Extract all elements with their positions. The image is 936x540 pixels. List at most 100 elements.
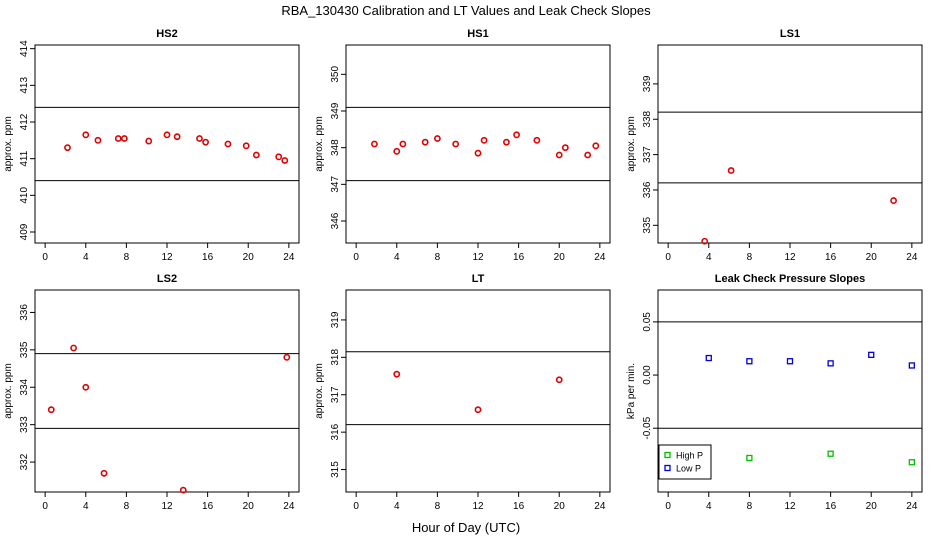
x-tick-label: 8: [435, 501, 441, 512]
y-tick-label: 318: [330, 349, 341, 366]
y-tick-label: 316: [330, 423, 341, 440]
legend-label: High P: [676, 451, 703, 461]
x-tick-label: 16: [202, 252, 214, 263]
x-tick-label: 0: [42, 252, 48, 263]
x-tick-label: 4: [83, 501, 89, 512]
y-tick-label: 346: [330, 212, 341, 229]
panel-title: LT: [472, 273, 485, 285]
panel-2: HS1 approx. ppm 0 4 8 12 16 20 24 346 347 348 349 350: [314, 28, 611, 263]
y-tick-label: 347: [330, 176, 341, 193]
x-tick-label: 24: [283, 501, 295, 512]
data-point: [281, 157, 289, 164]
x-tick-label: 16: [513, 501, 525, 512]
y-tick-label: 338: [642, 110, 653, 127]
legend-marker: [664, 464, 671, 472]
data-point: [513, 131, 520, 139]
data-point: [252, 151, 260, 159]
x-tick-label: 20: [243, 252, 255, 263]
panel-title: HS2: [156, 28, 177, 40]
data-point: [868, 351, 875, 359]
x-tick-label: 0: [353, 252, 359, 263]
data-point: [561, 144, 569, 152]
data-point: [827, 360, 834, 367]
figure-title: RBA_130430 Calibration and LT Values and…: [281, 3, 651, 18]
data-point: [701, 237, 709, 245]
x-tick-label: 20: [554, 252, 566, 263]
y-tick-label: 412: [19, 113, 30, 130]
y-tick-label: 0.00: [642, 365, 653, 385]
plot-frame: [345, 289, 611, 493]
data-point: [82, 383, 90, 391]
data-point: [283, 353, 291, 361]
x-tick-label: 20: [866, 501, 878, 512]
x-tick-label: 8: [747, 501, 753, 512]
x-tick-label: 12: [784, 252, 796, 263]
data-point: [224, 140, 232, 148]
y-tick-label: 332: [19, 453, 30, 470]
x-tick-label: 4: [394, 501, 400, 512]
data-point: [242, 142, 250, 150]
x-tick-label: 8: [747, 252, 753, 263]
x-tick-label: 12: [161, 252, 173, 263]
x-tick-label: 4: [394, 252, 400, 263]
data-point: [47, 406, 55, 414]
data-point: [452, 140, 460, 148]
y-tick-label: 315: [330, 461, 341, 478]
x-tick-label: 16: [825, 252, 837, 263]
x-tick-label: 12: [472, 501, 484, 512]
y-tick-label: 350: [330, 66, 341, 83]
data-point: [275, 153, 283, 161]
plot-frame: [345, 44, 611, 244]
y-axis-label: approx. ppm: [626, 116, 637, 172]
panel-title: HS1: [467, 28, 488, 40]
figure-xlabel: Hour of Day (UTC): [412, 520, 520, 535]
x-tick-label: 12: [161, 501, 173, 512]
data-point: [746, 358, 753, 365]
x-tick-label: 20: [866, 252, 878, 263]
y-tick-label: 333: [19, 416, 30, 433]
data-point: [503, 138, 510, 146]
y-tick-label: 336: [642, 181, 653, 198]
y-tick-label: 334: [19, 378, 30, 395]
data-point: [474, 406, 482, 414]
x-tick-label: 12: [784, 501, 796, 512]
x-tick-label: 24: [906, 501, 918, 512]
x-tick-label: 24: [283, 252, 295, 263]
x-tick-label: 12: [472, 252, 484, 263]
data-point: [100, 469, 108, 477]
legend-box: [658, 444, 712, 480]
y-axis-label: approx. ppm: [314, 363, 325, 419]
data-point: [393, 147, 401, 155]
data-point: [746, 454, 753, 462]
panel-title: LS2: [157, 273, 177, 285]
y-tick-label: 413: [19, 77, 30, 94]
x-tick-label: 24: [594, 501, 606, 512]
panel-title: Leak Check Pressure Slopes: [715, 273, 865, 285]
y-tick-label: 339: [642, 75, 653, 92]
panel-4: LS2 approx. ppm 0 4 8 12 16 20 24 332 333 334 335 336: [3, 273, 300, 512]
panel-6: Leak Check Pressure Slopes kPa per min. 0 4…: [626, 273, 923, 512]
y-tick-label: 409: [19, 223, 30, 240]
plot-frame: [34, 44, 300, 244]
data-point: [421, 138, 429, 146]
data-point: [145, 137, 153, 145]
data-point: [827, 450, 834, 457]
x-tick-label: 16: [513, 252, 525, 263]
data-point: [179, 486, 187, 494]
x-tick-label: 8: [124, 501, 130, 512]
data-point: [555, 151, 563, 159]
x-tick-label: 20: [243, 501, 255, 512]
y-tick-label: 410: [19, 187, 30, 204]
data-point: [70, 344, 77, 352]
data-point: [94, 136, 102, 144]
y-tick-label: 414: [19, 40, 30, 57]
data-point: [114, 135, 122, 142]
y-tick-label: 319: [330, 311, 341, 328]
y-tick-label: -0.05: [642, 416, 653, 439]
data-point: [786, 358, 794, 365]
data-point: [890, 197, 897, 204]
panel-3: LS1 approx. ppm 0 4 8 12 16 20 24 335 336 337 338 339: [626, 28, 923, 263]
data-point: [584, 151, 592, 159]
data-point: [82, 131, 90, 139]
y-tick-label: 349: [330, 102, 341, 119]
